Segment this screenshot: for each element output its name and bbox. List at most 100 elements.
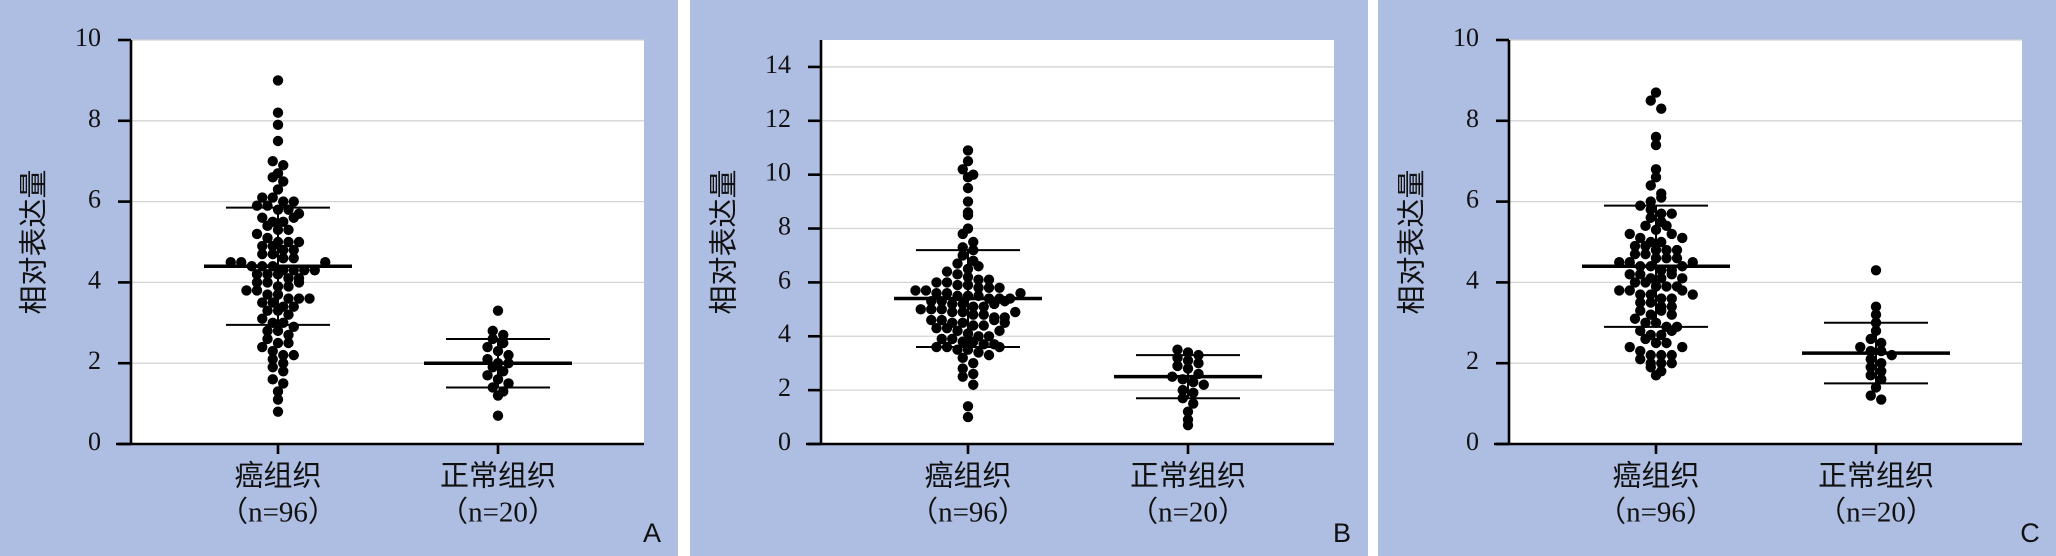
data-dot [936,333,947,345]
data-dot [278,252,289,264]
data-dot [926,304,937,315]
data-dot [994,282,1005,293]
x-tick-note: （n=20） [1817,497,1935,529]
data-dot [262,232,273,244]
data-dot [1661,337,1672,349]
data-dot [962,156,974,167]
data-dot [498,337,509,349]
data-dot [251,200,263,211]
data-dot [492,305,504,316]
data-dot [1666,358,1677,369]
data-dot [962,182,974,194]
data-dot [267,353,278,365]
data-dot [1624,228,1635,240]
data-dot [962,145,974,156]
data-dot [941,277,953,288]
data-dot [278,244,289,256]
data-dot [1640,220,1651,232]
data-dot [1614,285,1625,296]
data-dot [968,379,979,390]
plot-area [131,40,644,444]
data-dot [1629,240,1641,252]
data-dot [267,374,278,385]
data-dot [1193,358,1204,369]
data-dot [283,337,294,349]
data-dot [251,228,263,240]
data-dot [1645,289,1656,300]
data-dot [1635,297,1646,308]
data-dot [957,164,968,175]
data-dot [1640,240,1651,252]
data-dot [283,236,294,248]
data-dot [952,279,963,291]
data-dot [272,337,284,349]
y-tick-label: 4 [88,265,101,294]
data-dot [1661,252,1672,264]
data-dot [293,236,305,248]
data-dot [968,309,979,320]
data-dot [492,390,504,401]
data-dot [1645,196,1656,207]
data-dot [283,224,294,236]
data-dot [272,119,284,131]
y-tick-label: 6 [778,265,791,294]
x-tick-note: （n=96） [909,497,1027,529]
y-tick-label: 2 [1466,346,1479,375]
data-dot [973,274,984,285]
data-dot [1661,281,1672,292]
data-dot [272,184,284,195]
data-dot [257,212,268,223]
data-dot [498,366,509,377]
data-dot [1661,244,1672,256]
y-tick-label: 6 [1466,185,1479,214]
data-dot [983,349,995,361]
data-dot [989,314,1000,326]
data-dot [257,341,268,353]
panel: 0 2 4 6 8 10 12 14 相对表达量 B 癌组织 （n=96） 正常组织 （n=20） [690,0,1368,556]
data-dot [978,301,989,312]
data-dot [1635,269,1646,280]
data-dot [1666,269,1677,280]
data-dot [278,366,289,377]
data-dot [936,314,947,326]
panel-letter: A [643,518,661,548]
data-dot [1188,387,1199,399]
data-dot [1876,337,1887,349]
y-tick-label: 0 [88,427,101,456]
data-dot [272,135,284,147]
data-dot [272,325,284,337]
data-dot [999,317,1010,328]
data-dot [1182,406,1194,417]
data-dot [1640,248,1651,260]
panel: 0 2 4 6 8 10 相对表达量 A 癌组织 （n=96） 正常组织 （n=20） [0,0,678,556]
data-dot [272,406,284,417]
data-dot [1640,333,1651,345]
data-dot [262,269,273,280]
data-dot [962,411,974,423]
data-dot [1645,362,1656,373]
data-dot [288,212,299,223]
y-tick-label: 8 [88,104,101,133]
data-dot [968,320,979,331]
data-dot [503,378,514,389]
x-tick-note: （n=20） [439,497,557,529]
data-dot [931,322,942,334]
data-dot [957,352,968,364]
data-dot [1629,313,1641,324]
data-dot [1661,220,1672,232]
data-dot [926,314,937,326]
data-dot [1645,180,1656,191]
data-dot [1656,273,1667,284]
panel-letter: B [1333,518,1351,548]
data-dot [1650,172,1662,183]
data-dot [1629,277,1641,288]
data-dot [936,304,947,315]
data-dot [1650,164,1662,175]
data-dot [272,75,284,86]
data-dot [278,176,289,187]
x-tick-label: 正常组织 [1130,460,1246,493]
data-dot [957,306,968,318]
data-dot [1645,204,1656,215]
data-dot [1624,269,1635,280]
data-dot [978,320,989,331]
